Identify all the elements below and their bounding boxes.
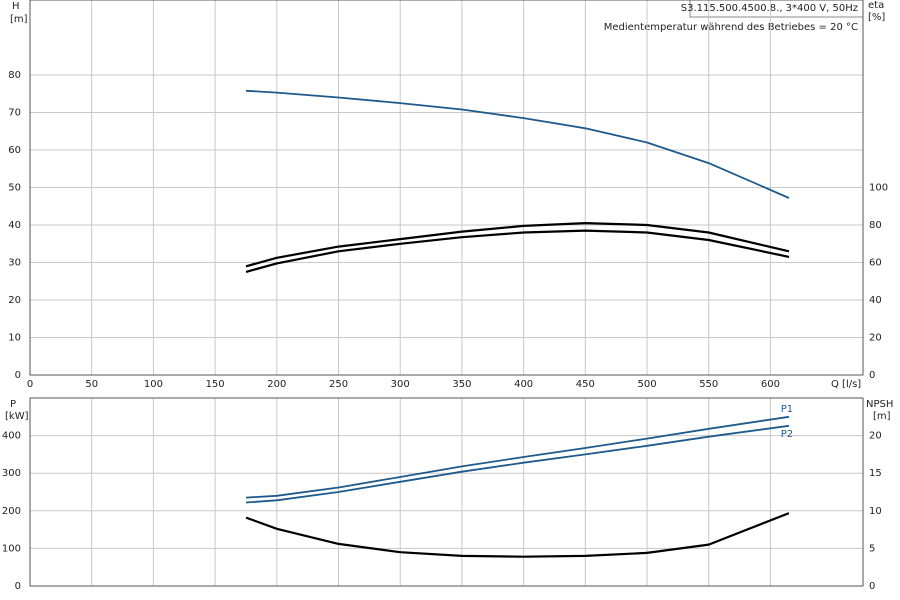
x-tick-label: 550 xyxy=(699,379,718,390)
data-line xyxy=(245,512,790,558)
data-line xyxy=(245,229,790,273)
x-tick-label: 0 xyxy=(27,379,33,390)
y-tick-label: 40 xyxy=(8,220,21,231)
y-tick-label: 0 xyxy=(15,370,21,381)
y-tick-label: 60 xyxy=(8,145,21,156)
x-tick-label: 350 xyxy=(452,379,471,390)
x-tick-label: 200 xyxy=(267,379,286,390)
y2-axis-unit: [m] xyxy=(873,411,891,422)
y-axis-label: H xyxy=(12,1,20,12)
y-tick-label: 10 xyxy=(8,333,21,344)
y2-tick-label: 60 xyxy=(869,258,882,269)
y-axis-label: P xyxy=(10,399,16,410)
x-tick-label: 250 xyxy=(329,379,348,390)
y2-tick-label: 20 xyxy=(869,431,882,442)
chart-title: S3.115.500.4500.8., 3*400 V, 50Hz xyxy=(681,3,858,14)
chart-subtitle: Medientemperatur während des Betriebes =… xyxy=(604,22,858,33)
data-line xyxy=(245,424,790,504)
x-tick-label: 150 xyxy=(206,379,225,390)
y-tick-label: 30 xyxy=(8,258,21,269)
x-tick-label: 50 xyxy=(85,379,98,390)
y-axis-unit: [kW] xyxy=(5,411,29,422)
y2-tick-label: 15 xyxy=(869,468,882,479)
x-tick-label: 600 xyxy=(761,379,780,390)
y2-tick-label: 80 xyxy=(869,220,882,231)
y2-tick-label: 100 xyxy=(869,183,888,194)
data-line xyxy=(245,222,790,268)
plot-frame xyxy=(29,0,864,376)
y2-tick-label: 40 xyxy=(869,295,882,306)
x-tick-label: 300 xyxy=(391,379,410,390)
y2-tick-label: 10 xyxy=(869,506,882,517)
y-tick-label: 50 xyxy=(8,183,21,194)
y2-tick-label: 0 xyxy=(869,370,875,381)
y-tick-label: 100 xyxy=(2,543,21,554)
y-tick-label: 0 xyxy=(15,581,21,592)
y-tick-label: 80 xyxy=(8,70,21,81)
y2-axis-label: eta xyxy=(868,0,884,11)
data-line xyxy=(245,89,790,199)
x-tick-label: 450 xyxy=(576,379,595,390)
y-tick-label: 200 xyxy=(2,506,21,517)
y2-tick-label: 5 xyxy=(869,543,875,554)
y-axis-unit: [m] xyxy=(10,14,28,25)
y2-axis-label: NPSH xyxy=(866,399,893,410)
data-line xyxy=(245,415,790,499)
plot-frame xyxy=(29,397,864,587)
y2-axis-unit: [%] xyxy=(868,12,885,23)
y-tick-label: 70 xyxy=(8,108,21,119)
x-tick-label: 500 xyxy=(637,379,656,390)
x-tick-label: 400 xyxy=(514,379,533,390)
x-tick-label: 100 xyxy=(144,379,163,390)
y2-tick-label: 0 xyxy=(869,581,875,592)
y2-tick-label: 20 xyxy=(869,333,882,344)
series-label: P1 xyxy=(781,404,793,415)
y-tick-label: 20 xyxy=(8,295,21,306)
y-tick-label: 400 xyxy=(2,431,21,442)
series-label: P2 xyxy=(781,429,793,440)
y-tick-label: 300 xyxy=(2,468,21,479)
x-axis-label: Q [l/s] xyxy=(831,379,861,390)
